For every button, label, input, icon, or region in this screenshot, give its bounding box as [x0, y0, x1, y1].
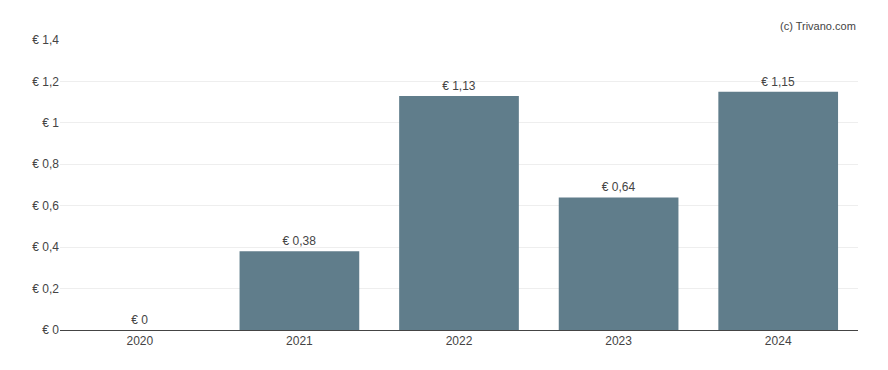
svg-text:2020: 2020	[126, 334, 153, 348]
svg-text:€ 0: € 0	[131, 313, 148, 327]
svg-text:2023: 2023	[605, 334, 632, 348]
svg-text:€ 1,13: € 1,13	[442, 79, 476, 93]
svg-text:€ 1,2: € 1,2	[32, 75, 59, 89]
svg-text:€ 0,8: € 0,8	[32, 157, 59, 171]
svg-text:€ 0: € 0	[42, 323, 59, 337]
svg-text:€ 0,6: € 0,6	[32, 199, 59, 213]
svg-text:2024: 2024	[765, 334, 792, 348]
svg-text:€ 0,38: € 0,38	[283, 234, 317, 248]
svg-text:€ 0,64: € 0,64	[602, 180, 636, 194]
svg-text:€ 0,2: € 0,2	[32, 282, 59, 296]
svg-text:€ 0,4: € 0,4	[32, 240, 59, 254]
svg-text:€ 1,15: € 1,15	[761, 75, 795, 89]
svg-text:€ 1,4: € 1,4	[32, 33, 59, 47]
svg-text:2022: 2022	[446, 334, 473, 348]
svg-text:€ 1: € 1	[42, 116, 59, 130]
svg-text:(c) Trivano.com: (c) Trivano.com	[780, 20, 856, 32]
svg-text:2021: 2021	[286, 334, 313, 348]
